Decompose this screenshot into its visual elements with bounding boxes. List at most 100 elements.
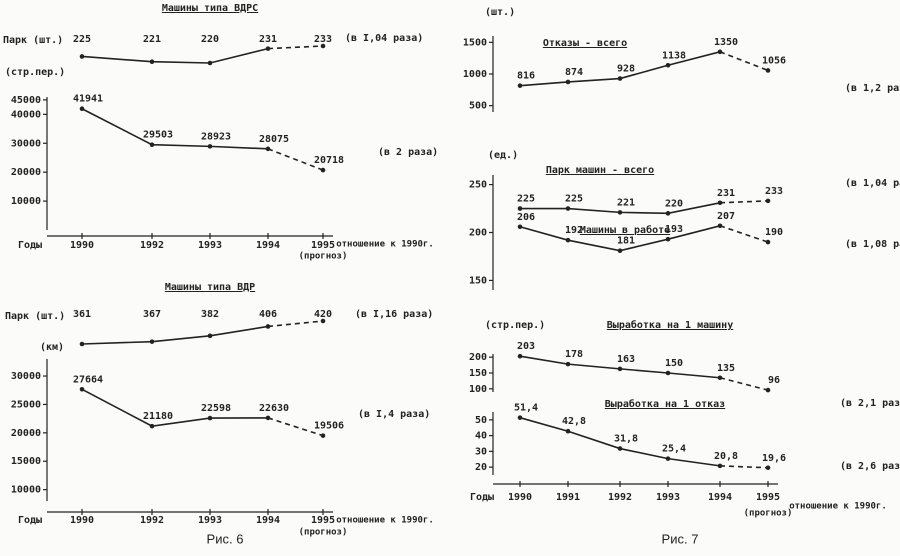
value-label: 25,4 [662, 444, 686, 455]
axis-label: (стр.пер.) [485, 320, 545, 331]
value-label: 31,8 [614, 434, 638, 445]
value-label: 20,8 [714, 451, 738, 462]
value-label: 19,6 [762, 453, 786, 464]
ratio-label: (в 2,1 раза) [840, 398, 900, 409]
value-label: 874 [565, 67, 583, 78]
x-axis-label: Годы [18, 240, 42, 251]
value-label: 225 [565, 194, 583, 205]
data-point [207, 415, 213, 421]
data-point [207, 333, 213, 339]
data-point [517, 415, 523, 420]
x-tick-label: 1992 [608, 492, 632, 503]
y-tick-label: 30 [475, 446, 487, 457]
data-point [717, 200, 723, 206]
data-point [265, 46, 271, 51]
data-point [565, 361, 571, 367]
axis-label: (стр.пер.) [5, 67, 65, 78]
value-label: 361 [73, 309, 91, 320]
value-label: 135 [717, 363, 735, 374]
forecast-note: (прогноз) [299, 528, 348, 538]
ratio-label: (в 1,2 раза) [845, 83, 900, 94]
data-point [149, 59, 155, 64]
data-point [517, 206, 523, 211]
series-name: Выработка на 1 отказ [605, 398, 725, 410]
series-line [81, 388, 269, 427]
data-point [517, 353, 523, 359]
forecast-note: (прогноз) [299, 252, 348, 262]
forecast-line [719, 465, 769, 469]
y-tick-label: 40000 [11, 109, 41, 120]
axis-label: Парк (шт.) [5, 311, 65, 322]
x-tick-label: 1990 [70, 515, 94, 526]
series-name: Отказы - всего [543, 38, 627, 49]
data-point [149, 142, 155, 147]
data-point [265, 415, 271, 421]
value-label: 193 [665, 224, 683, 235]
data-point [765, 68, 771, 73]
x-tick-label: 1990 [70, 240, 94, 251]
ratio-header: отношение к 1990г. [789, 502, 887, 512]
y-tick-label: 200 [469, 228, 487, 239]
data-point [207, 60, 213, 66]
data-point [320, 318, 326, 324]
value-label: 221 [617, 197, 635, 208]
series-name: Выработка на 1 машину [607, 319, 733, 331]
data-point [665, 370, 671, 376]
value-label: 41941 [73, 94, 103, 105]
x-tick-label: 1994 [256, 240, 280, 251]
data-point [149, 339, 155, 344]
data-point [717, 49, 723, 55]
chart-title: Машины типа ВДРС [162, 3, 258, 14]
value-label: 231 [717, 188, 735, 199]
data-point [79, 341, 85, 347]
ratio-label: (в 2 раза) [378, 147, 438, 158]
y-tick-label: 1500 [463, 37, 487, 48]
data-point [320, 167, 326, 173]
y-tick-label: 10000 [11, 196, 41, 207]
data-point [517, 224, 523, 230]
ratio-label: (в I,04 раза) [345, 33, 423, 44]
x-axis-label: Годы [470, 492, 494, 503]
x-tick-label: 1993 [198, 240, 222, 251]
figure-caption: Рис. 6 [207, 531, 244, 546]
forecast-line [719, 200, 769, 204]
y-tick-label: 30000 [11, 138, 41, 149]
value-label: 928 [617, 64, 635, 75]
value-label: 221 [143, 34, 161, 45]
ratio-label: (в 1,04 раза) [845, 178, 900, 189]
data-point [565, 206, 571, 211]
series-line [81, 325, 269, 345]
y-tick-label: 150 [469, 275, 487, 286]
value-label: 367 [143, 309, 161, 320]
series-line [81, 108, 269, 150]
data-point [765, 198, 771, 204]
x-tick-label: 1994 [256, 515, 280, 526]
data-point [765, 239, 771, 245]
data-point [517, 83, 523, 88]
value-label: 233 [765, 186, 783, 197]
data-point [565, 79, 571, 85]
x-tick-label: 1994 [708, 492, 732, 503]
y-tick-label: 20000 [11, 167, 41, 178]
data-point [665, 456, 671, 461]
axis-label: (шт.) [485, 7, 515, 18]
value-label: 816 [517, 71, 535, 82]
data-point [665, 62, 671, 68]
chart-title: Машины типа ВДР [165, 282, 255, 293]
value-label: 1138 [662, 50, 686, 61]
value-label: 181 [617, 236, 635, 247]
y-tick-label: 15000 [11, 456, 41, 467]
data-point [265, 324, 271, 329]
y-tick-label: 50 [475, 415, 487, 426]
value-label: 206 [517, 212, 535, 223]
data-point [565, 237, 571, 243]
value-label: 150 [665, 358, 683, 369]
value-label: 22598 [201, 403, 231, 414]
x-axis-label: Годы [18, 515, 42, 526]
axis-label: (ед.) [488, 150, 518, 161]
value-label: 220 [665, 198, 683, 209]
value-label: 28923 [201, 131, 231, 142]
value-label: 1350 [714, 37, 738, 48]
value-label: 42,8 [562, 416, 586, 427]
data-point [79, 387, 85, 392]
